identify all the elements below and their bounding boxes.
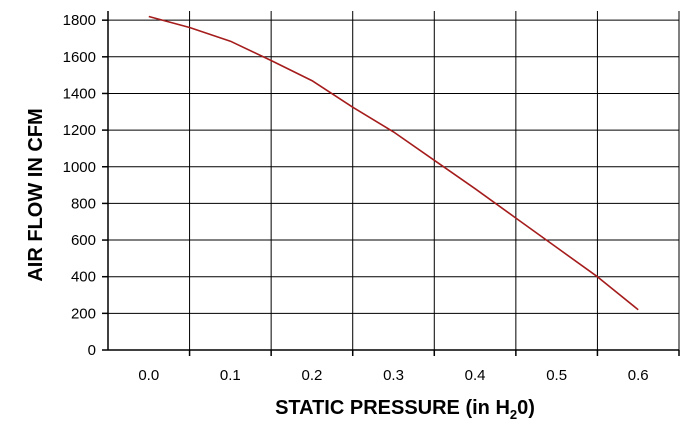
y-tick-label-0: 0: [88, 342, 96, 359]
y-tick-label-8: 1600: [63, 49, 96, 66]
x-tick-label-3: 0.3: [383, 367, 404, 384]
y-axis-ticks: 0 200 400 600 800 1000 1200 1400 1600 1800: [63, 12, 108, 359]
x-axis-title: STATIC PRESSURE (in H20): [275, 397, 535, 422]
y-tick-label-1: 200: [71, 305, 96, 322]
x-axis-title-main: STATIC PRESSURE (in H: [275, 397, 510, 419]
x-tick-label-2: 0.2: [301, 367, 322, 384]
series-line-0: [148, 15, 639, 311]
y-tick-label-4: 800: [71, 195, 96, 212]
x-axis-ticks: 0.0 0.1 0.2 0.3 0.4 0.5 0.6: [138, 350, 680, 384]
x-axis-title-tail: 0): [517, 397, 535, 419]
x-tick-label-5: 0.5: [546, 367, 567, 384]
y-tick-label-5: 1000: [63, 159, 96, 176]
y-tick-label-6: 1200: [63, 122, 96, 139]
series-group: [148, 15, 639, 311]
y-tick-label-3: 600: [71, 232, 96, 249]
x-tick-label-6: 0.6: [628, 367, 649, 384]
y-tick-label-9: 1800: [63, 12, 96, 29]
y-tick-label-7: 1400: [63, 85, 96, 102]
axes: [107, 11, 679, 351]
y-tick-label-2: 400: [71, 269, 96, 286]
x-tick-label-4: 0.4: [465, 367, 486, 384]
y-axis-title: AIR FLOW IN CFM: [25, 108, 47, 281]
gridlines: [108, 11, 680, 350]
x-tick-label-0: 0.0: [138, 367, 159, 384]
x-axis-title-subscript: 2: [510, 407, 517, 422]
x-tick-label-1: 0.1: [220, 367, 241, 384]
